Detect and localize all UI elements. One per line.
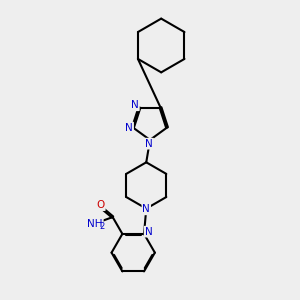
Text: NH: NH — [87, 219, 103, 229]
Text: N: N — [142, 204, 150, 214]
Text: 2: 2 — [99, 222, 104, 231]
Text: N: N — [125, 122, 133, 133]
Text: O: O — [97, 200, 105, 210]
Text: N: N — [145, 227, 152, 237]
Text: N: N — [131, 100, 139, 110]
Text: N: N — [146, 139, 153, 149]
